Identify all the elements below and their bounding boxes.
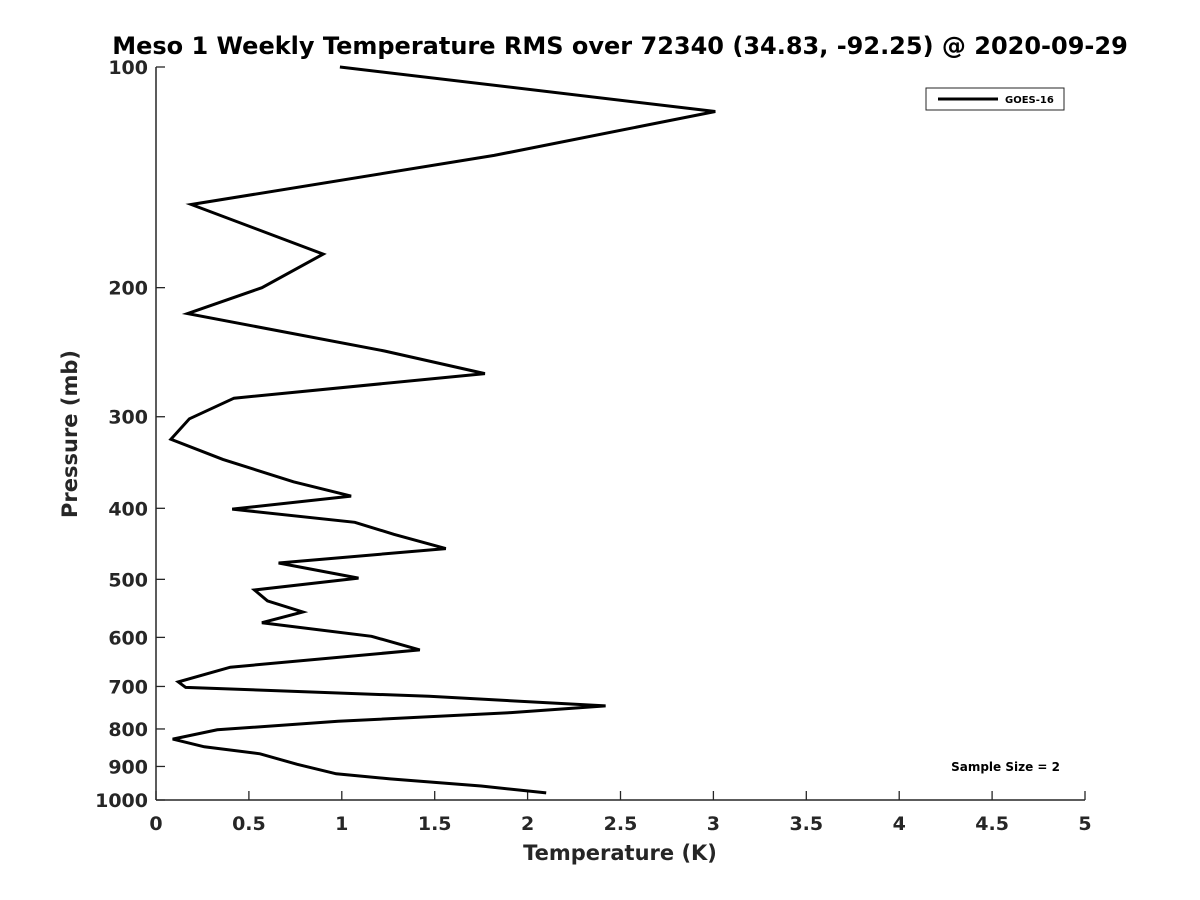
- y-tick-label: 100: [108, 57, 148, 79]
- x-tick-label: 1: [335, 813, 348, 835]
- y-tick-label: 200: [108, 278, 148, 300]
- series-layer: [168, 65, 716, 795]
- y-tick-label: 600: [108, 627, 148, 649]
- chart-title: Meso 1 Weekly Temperature RMS over 72340…: [112, 32, 1128, 60]
- x-tick-label: 0.5: [232, 813, 266, 835]
- x-tick-label: 2: [521, 813, 534, 835]
- y-tick-label: 500: [108, 569, 148, 591]
- x-tick-label: 3: [707, 813, 720, 835]
- y-tick-label: 300: [108, 407, 148, 429]
- y-ticks: 100 200 300 400 500 600 700 800 900 1000: [95, 57, 165, 812]
- x-tick-label: 4.5: [975, 813, 1009, 835]
- legend: GOES-16: [925, 87, 1065, 111]
- y-axis-label: Pressure (mb): [58, 350, 82, 518]
- x-ticks: 0 0.5 1 1.5 2 2.5 3 3.5 4 4.5 5: [149, 791, 1092, 835]
- y-tick-label: 800: [108, 719, 148, 741]
- x-tick-label: 3.5: [789, 813, 823, 835]
- x-axis-label: Temperature (K): [523, 841, 717, 865]
- x-tick-label: 5: [1078, 813, 1091, 835]
- x-tick-label: 1.5: [418, 813, 452, 835]
- x-tick-label: 2.5: [604, 813, 638, 835]
- y-tick-label: 400: [108, 498, 148, 520]
- x-tick-label: 4: [893, 813, 906, 835]
- y-tick-label: 900: [108, 756, 148, 778]
- legend-label-goes-16: GOES-16: [1005, 95, 1054, 106]
- y-tick-label: 700: [108, 676, 148, 698]
- x-tick-label: 0: [149, 813, 162, 835]
- y-tick-label: 1000: [95, 790, 148, 812]
- sample-size-annotation: Sample Size = 2: [951, 760, 1060, 774]
